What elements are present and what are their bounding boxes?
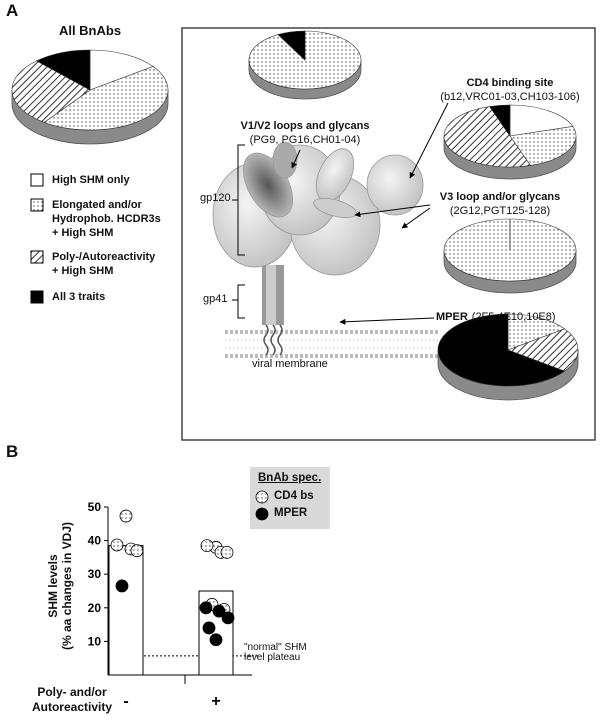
x-tick-label: + (211, 693, 220, 710)
site-name: V3 loop and/or glycans (439, 191, 561, 203)
x-axis-title: Poly- and/or Autoreactivity (31, 685, 113, 714)
reference-label: "normal" SHM level plateau (244, 641, 307, 663)
site-name: V1/V2 loops and glycans (240, 120, 370, 132)
pie-title: All BnAbs (58, 23, 122, 38)
arrows (291, 102, 449, 325)
legend-swatch (30, 198, 44, 212)
legend-swatch (30, 173, 44, 187)
data-point (212, 604, 226, 618)
pie-slice (43, 66, 169, 131)
site-name: CD4 binding site (466, 77, 554, 89)
legend-label: Elongated and/or Hydrophob. HCDR3s + Hig… (52, 199, 161, 239)
site-antibodies: (b12,VRC01-03,CH103-106) (440, 91, 580, 103)
gp41-highlight (266, 265, 276, 325)
legend-label: CD4 bs (274, 490, 314, 502)
site-antibodies: (2F5,4E10,10E8) (471, 311, 556, 323)
pie-slice (509, 126, 577, 166)
y-tick-label: 30 (88, 567, 102, 581)
x-tick-label: - (123, 693, 128, 710)
data-point (199, 601, 213, 615)
pie-slice (277, 30, 306, 61)
pie-slice (507, 313, 566, 351)
mper-label: MPER (2F5,4E10,10E8) (436, 311, 556, 324)
data-point (110, 538, 124, 552)
y-tick-label: 10 (88, 634, 102, 648)
legend-swatch (30, 290, 44, 304)
data-point (130, 544, 144, 558)
legend-label: MPER (274, 507, 308, 519)
site-name: MPER (436, 311, 468, 323)
pie-slice (507, 328, 579, 372)
pie-slice (35, 49, 91, 91)
legend-label: High SHM only (52, 174, 130, 186)
legend-marker (255, 490, 269, 504)
gp120-trimer (212, 141, 424, 276)
y-tick-label: 50 (88, 500, 102, 514)
pie-slice (489, 104, 511, 137)
bar (108, 545, 144, 676)
data-point (119, 509, 133, 523)
panel-label: B (6, 442, 19, 461)
site-antibodies: (PG9, PG16,CH01-04) (249, 134, 361, 146)
tm-helix (263, 324, 283, 356)
data-point (200, 539, 214, 553)
legend-title: BnAb spec. (258, 472, 322, 484)
pie-slice (509, 104, 574, 137)
legend-label: Poly-/Autoreactivity + High SHM (52, 251, 156, 277)
pie-slice (443, 106, 531, 168)
data-point (115, 579, 129, 593)
legend-label: All 3 traits (52, 291, 106, 303)
membrane-label: viral membrane (252, 358, 328, 370)
data-point (202, 621, 216, 635)
pie-slice (437, 313, 566, 387)
gp41-bracket (232, 284, 245, 319)
data-point (221, 611, 235, 625)
panel-label: A (6, 1, 19, 20)
gp120-bracket (232, 144, 245, 256)
y-tick-label: 20 (88, 601, 102, 615)
pie-slice (11, 60, 91, 123)
data-point (220, 545, 234, 559)
gp41-label: gp41 (203, 293, 228, 305)
membrane (225, 330, 440, 358)
site-antibodies: (2G12,PGT125-128) (449, 205, 551, 217)
y-axis-title: SHM levels (% aa changes in VDJ) (46, 521, 74, 651)
legend-marker (255, 507, 269, 521)
diagram-frame (181, 27, 596, 441)
pie-slice (89, 49, 154, 91)
y-tick-label: 40 (88, 534, 102, 548)
gp120-label: gp120 (200, 192, 231, 204)
data-point (209, 633, 223, 647)
legend-swatch (30, 250, 44, 264)
